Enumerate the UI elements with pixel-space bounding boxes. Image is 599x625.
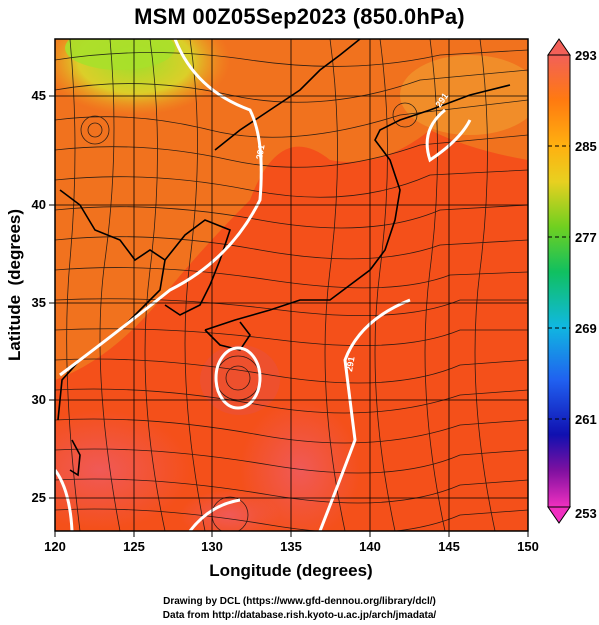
colorbar: 293 285 277 269 261 253 xyxy=(547,38,597,524)
russia-coast xyxy=(214,39,361,151)
colorbar-tick-label: 277 xyxy=(575,230,597,245)
y-tick-labels: 25 30 35 40 45 xyxy=(32,88,46,505)
x-tick-label: 135 xyxy=(280,539,302,554)
contour-label: 291 xyxy=(344,356,356,373)
x-tick-label: 145 xyxy=(438,539,460,554)
colorbar-scale xyxy=(547,54,571,508)
credit-drawing: Drawing by DCL (https://www.gfd-dennou.o… xyxy=(163,596,436,607)
colorbar-tick-label: 293 xyxy=(575,48,597,63)
colorbar-bottom-arrow xyxy=(547,506,571,524)
x-tick-label: 150 xyxy=(517,539,539,554)
credit-data: Data from http://database.rish.kyoto-u.a… xyxy=(162,610,437,621)
warm-orange-region xyxy=(55,39,528,380)
korea-coast xyxy=(164,219,231,316)
y-tick-label: 40 xyxy=(32,197,46,212)
tick-marks xyxy=(49,95,529,537)
x-tick-label: 140 xyxy=(359,539,381,554)
kyushu-coast xyxy=(204,321,251,351)
x-tick-labels: 120 125 130 135 140 145 150 xyxy=(44,539,539,554)
x-axis-label: Longitude (degrees) xyxy=(209,561,372,580)
colorbar-tick-label: 253 xyxy=(575,506,597,521)
colorbar-tick-label: 261 xyxy=(575,412,597,427)
taiwan-coast xyxy=(69,439,81,477)
colorbar-tick-label: 285 xyxy=(575,139,597,154)
contour-label: 291 xyxy=(254,144,266,161)
y-tick-label: 35 xyxy=(32,295,46,310)
y-axis-label: Latitude (degrees) xyxy=(5,209,24,361)
colorbar-top-arrow xyxy=(547,38,571,56)
y-tick-label: 45 xyxy=(32,88,46,103)
page-title: MSM 00Z05Sep2023 (850.0hPa) xyxy=(134,4,465,29)
wind-streamlines xyxy=(55,39,528,531)
x-tick-label: 130 xyxy=(201,539,223,554)
colorbar-tick-label: 269 xyxy=(575,321,597,336)
y-tick-label: 30 xyxy=(32,392,46,407)
y-tick-label: 25 xyxy=(32,490,46,505)
x-tick-label: 120 xyxy=(44,539,66,554)
grid-lines xyxy=(55,39,528,531)
x-tick-label: 125 xyxy=(123,539,145,554)
